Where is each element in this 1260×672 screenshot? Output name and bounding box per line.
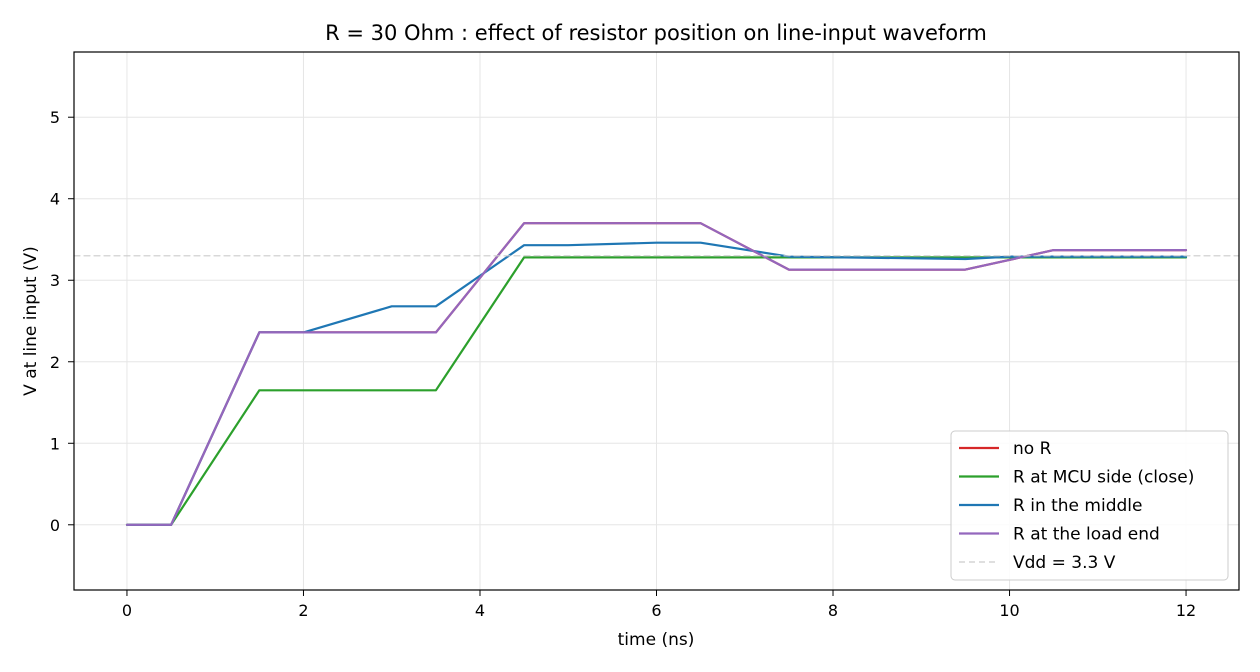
- y-tick-label: 4: [50, 190, 60, 209]
- y-tick-label: 0: [50, 516, 60, 535]
- y-tick-label: 2: [50, 353, 60, 372]
- legend-label-2: R in the middle: [1013, 496, 1142, 516]
- x-tick-label: 6: [651, 601, 661, 620]
- series-line-3: [125, 222, 1188, 526]
- legend-label-3: R at the load end: [1013, 525, 1160, 545]
- grid: [74, 52, 1239, 590]
- x-tick-label: 12: [1176, 601, 1196, 620]
- chart-title: R = 30 Ohm : effect of resistor position…: [325, 21, 987, 45]
- legend-label-0: no R: [1013, 439, 1052, 459]
- x-tick-label: 0: [122, 601, 132, 620]
- x-tick-label: 10: [999, 601, 1019, 620]
- legend-box: [950, 430, 1229, 581]
- x-tick-label: 8: [828, 601, 838, 620]
- legend-label-1: R at MCU side (close): [1013, 468, 1194, 488]
- y-tick-label: 3: [50, 271, 60, 290]
- y-axis-label: V at line input (V): [21, 246, 41, 396]
- series-lines: [73, 222, 1240, 526]
- legend: no R R at MCU side (close) R in the middle…: [950, 430, 1229, 581]
- x-tick-label: 4: [475, 601, 485, 620]
- y-tick-label: 1: [50, 434, 60, 453]
- y-tick-label: 5: [50, 108, 60, 127]
- legend-label-4: Vdd = 3.3 V: [1013, 553, 1116, 573]
- x-tick-label: 2: [298, 601, 308, 620]
- x-axis-label: time (ns): [618, 630, 695, 650]
